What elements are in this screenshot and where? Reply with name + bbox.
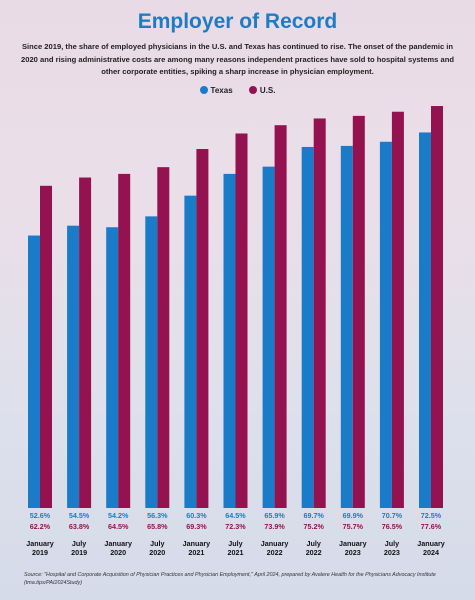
data-label-texas-0: 52.6% xyxy=(30,511,51,520)
bar-us-4 xyxy=(196,149,209,508)
data-label-texas-1: 54.5% xyxy=(69,511,90,520)
legend-swatch-texas xyxy=(199,86,208,94)
data-label-texas-8: 69.9% xyxy=(343,511,364,520)
legend-label-us: U.S. xyxy=(259,86,276,95)
x-tick-label-7-1: 2022 xyxy=(306,548,322,557)
x-tick-label-10-1: 2024 xyxy=(423,548,439,557)
chart-subtitle: Since 2019, the share of employed physic… xyxy=(21,42,454,76)
data-label-texas-10: 72.5% xyxy=(421,511,442,520)
legend-item-texas: Texas xyxy=(199,86,233,95)
bar-texas-8 xyxy=(340,145,353,508)
chart-title: Employer of Record xyxy=(137,10,338,33)
x-tick-label-4-0: January xyxy=(183,539,211,548)
data-label-us-1: 63.8% xyxy=(69,522,90,531)
bar-texas-5 xyxy=(223,173,236,508)
data-label-us-3: 65.8% xyxy=(147,522,168,531)
x-tick-label-5-0: July xyxy=(228,539,242,548)
x-tick-label-0-1: 2019 xyxy=(32,548,48,557)
data-label-texas-9: 70.7% xyxy=(382,511,403,520)
x-tick-label-2-0: January xyxy=(104,539,132,548)
x-tick-label-3-0: July xyxy=(150,539,164,548)
data-label-us-8: 75.7% xyxy=(343,522,364,531)
data-label-us-4: 69.3% xyxy=(186,522,207,531)
bar-texas-6 xyxy=(262,166,275,508)
x-tick-label-2-1: 2020 xyxy=(110,548,126,557)
bar-us-7 xyxy=(313,118,326,509)
x-tick-label-8-1: 2023 xyxy=(345,548,361,557)
x-tick-label-0-0: January xyxy=(26,539,54,548)
data-label-texas-2: 54.2% xyxy=(108,511,129,520)
data-label-us-5: 72.3% xyxy=(225,522,246,531)
bar-us-2 xyxy=(118,173,131,508)
data-label-texas-5: 64.5% xyxy=(225,511,246,520)
bar-texas-2 xyxy=(106,227,119,508)
bar-us-3 xyxy=(157,167,170,508)
data-label-texas-3: 56.3% xyxy=(147,511,168,520)
bar-texas-1 xyxy=(67,225,80,508)
bar-texas-10 xyxy=(419,132,431,508)
bar-us-9 xyxy=(391,111,404,508)
x-tick-label-6-0: January xyxy=(261,539,289,548)
bar-texas-3 xyxy=(145,216,158,508)
bar-us-8 xyxy=(352,115,365,509)
source-note: Source: "Hospital and Corporate Acquisit… xyxy=(24,572,436,586)
bar-texas-4 xyxy=(184,195,197,508)
x-tick-label-3-1: 2020 xyxy=(149,548,165,557)
data-label-texas-6: 65.9% xyxy=(264,511,285,520)
bar-us-0 xyxy=(40,185,52,508)
x-tick-label-6-1: 2022 xyxy=(267,548,283,557)
x-tick-label-8-0: January xyxy=(339,539,367,548)
data-label-us-9: 76.5% xyxy=(382,522,403,531)
data-label-texas-7: 69.7% xyxy=(304,511,325,520)
bar-us-5 xyxy=(235,133,248,508)
data-label-us-0: 62.2% xyxy=(30,522,51,531)
x-tick-label-4-1: 2021 xyxy=(188,548,204,557)
bar-us-10 xyxy=(431,106,443,509)
bar-texas-9 xyxy=(379,141,392,509)
data-label-us-10: 77.6% xyxy=(421,522,442,531)
x-tick-label-7-0: July xyxy=(307,539,321,548)
legend: Texas U.S. xyxy=(0,86,475,95)
x-tick-label-9-0: July xyxy=(385,539,399,548)
bar-texas-0 xyxy=(28,235,40,509)
x-tick-label-1-1: 2019 xyxy=(71,548,87,557)
x-tick-label-9-1: 2023 xyxy=(384,548,400,557)
legend-label-texas: Texas xyxy=(210,86,233,95)
bar-us-6 xyxy=(274,125,287,508)
data-label-texas-4: 60.3% xyxy=(186,511,207,520)
legend-item-us: U.S. xyxy=(248,86,276,95)
bar-us-1 xyxy=(79,177,92,509)
x-tick-label-1-0: July xyxy=(72,539,86,548)
x-tick-label-10-0: January xyxy=(417,539,445,548)
data-label-us-6: 73.9% xyxy=(264,522,285,531)
data-label-us-7: 75.2% xyxy=(304,522,325,531)
data-label-us-2: 64.5% xyxy=(108,522,129,531)
legend-swatch-us xyxy=(248,86,257,94)
bar-texas-7 xyxy=(301,146,314,509)
x-tick-label-5-1: 2021 xyxy=(228,548,244,557)
